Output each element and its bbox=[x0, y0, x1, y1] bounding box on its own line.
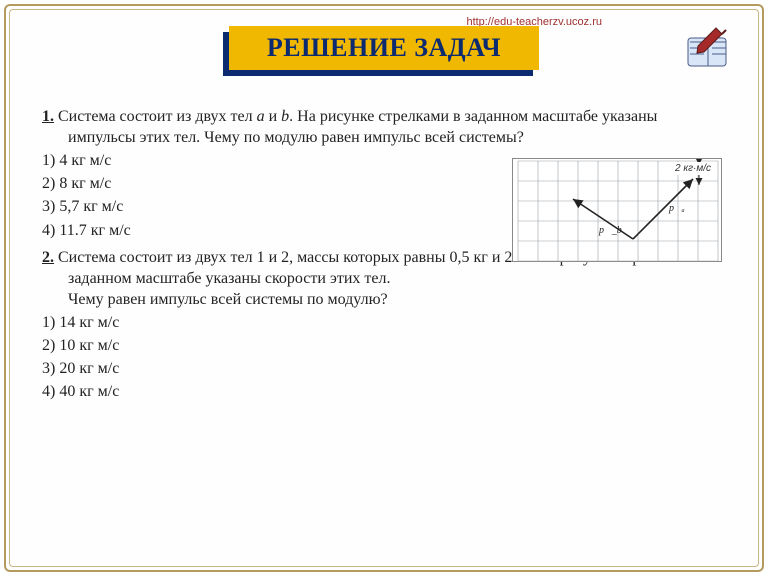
svg-text:p⃗_b: p⃗_b bbox=[598, 225, 622, 236]
page-title: РЕШЕНИЕ ЗАДАЧ bbox=[267, 33, 501, 63]
q1-number: 1. bbox=[42, 108, 54, 125]
scale-label: 2 кг·м/с bbox=[675, 162, 711, 175]
svg-text:p⃗ₐ: p⃗ₐ bbox=[668, 203, 685, 214]
figure-1: 2 кг·м/с p⃗ₐ p⃗_b bbox=[512, 158, 722, 262]
content-area: 1. Система состоит из двух тел а и b. На… bbox=[42, 106, 726, 550]
q2-option-4: 4) 40 кг м/с bbox=[42, 381, 726, 402]
q2-option-1: 1) 14 кг м/с bbox=[42, 312, 726, 333]
slide-frame: http://edu-teacherzv.ucoz.ru РЕШЕНИЕ ЗАД… bbox=[4, 4, 764, 572]
title-wrap: РЕШЕНИЕ ЗАДАЧ bbox=[229, 26, 539, 70]
q2-option-3: 3) 20 кг м/с bbox=[42, 358, 726, 379]
q2-options: 1) 14 кг м/с 2) 10 кг м/с 3) 20 кг м/с 4… bbox=[42, 312, 726, 402]
q2-number: 2. bbox=[42, 249, 54, 266]
question-1: 1. Система состоит из двух тел а и b. На… bbox=[42, 106, 726, 148]
title-box: РЕШЕНИЕ ЗАДАЧ bbox=[229, 26, 539, 70]
q2-option-2: 2) 10 кг м/с bbox=[42, 335, 726, 356]
book-pen-icon bbox=[682, 24, 734, 76]
